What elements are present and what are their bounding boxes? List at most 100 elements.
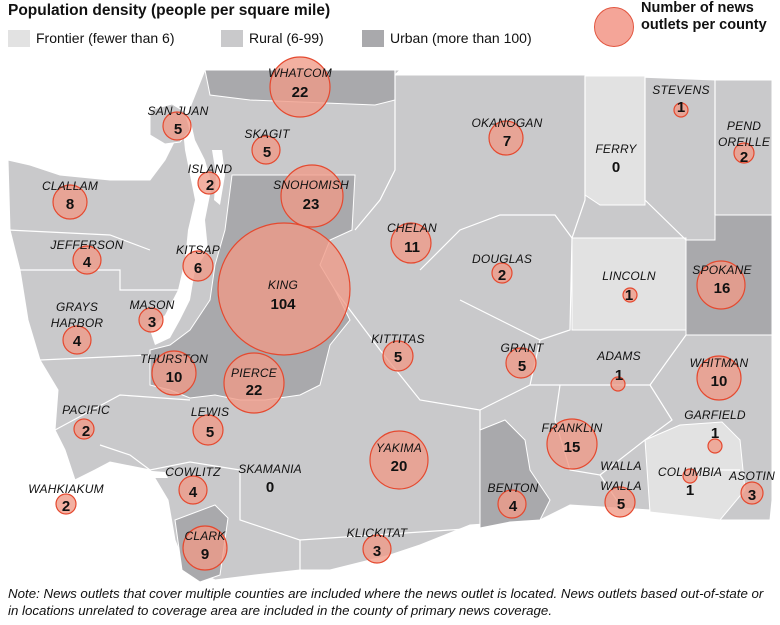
county-count-mason: 3 <box>148 314 156 331</box>
bubble-whitman <box>696 355 742 401</box>
county-cowlitz: COWLITZ 4 <box>165 465 221 501</box>
county-okanogan: OKANOGAN 7 <box>472 116 543 150</box>
county-boundaries <box>7 70 740 570</box>
bubble-legend-title: Number of news outlets per county <box>641 0 767 33</box>
urban-swatch <box>362 29 384 47</box>
county-san-juan: SAN JUAN 5 <box>148 104 209 138</box>
county-count-jefferson: 4 <box>83 254 92 271</box>
county-count-grant: 5 <box>518 358 526 375</box>
footnote: Note: News outlets that cover multiple c… <box>8 586 764 618</box>
bubble-kittitas <box>382 340 414 372</box>
county-skagit: SKAGIT 5 <box>244 127 291 161</box>
county-name-douglas: DOUGLAS <box>472 252 532 266</box>
county-whatcom: WHATCOM 22 <box>268 66 332 101</box>
county-count-whatcom: 22 <box>292 84 309 101</box>
county-klickitat: KLICKITAT 3 <box>347 526 409 560</box>
county-clallam: CLALLAM 8 <box>42 179 98 213</box>
county-name-lincoln: LINCOLN <box>602 269 656 283</box>
county-name-whatcom: WHATCOM <box>268 66 332 80</box>
county-count-walla-walla: 5 <box>617 496 625 513</box>
county-name-thurston: THURSTON <box>140 352 208 366</box>
bubble-thurston <box>151 350 197 396</box>
county-count-columbia: 1 <box>686 482 694 499</box>
bubble-garfield <box>707 438 723 454</box>
county-kitsap: KITSAP 6 <box>176 243 220 277</box>
county-count-ferry: 0 <box>612 159 620 176</box>
bubble-okanogan <box>488 120 524 156</box>
county-adams: ADAMS 1 <box>596 349 641 384</box>
county-name-adams: ADAMS <box>596 349 641 363</box>
bubble-walla-walla <box>604 486 636 518</box>
rural-swatch <box>221 29 243 47</box>
county-name-island: ISLAND <box>188 162 233 176</box>
county-grays-harbor: GRAYS HARBOR 4 <box>51 300 104 350</box>
bubble-whatcom <box>269 56 331 118</box>
county-count-skagit: 5 <box>263 144 271 161</box>
county-clark: CLARK 9 <box>184 529 226 563</box>
county-name-columbia: COLUMBIA <box>658 465 722 479</box>
county-yakima: YAKIMA 20 <box>376 441 422 475</box>
county-skamania: SKAMANIA 0 <box>238 462 301 496</box>
county-lewis: LEWIS 5 <box>191 405 229 441</box>
outlet-bubbles <box>52 56 764 571</box>
county-count-pierce: 22 <box>246 382 263 399</box>
bubble-stevens <box>673 102 689 118</box>
county-count-kitsap: 6 <box>194 260 202 277</box>
region-frontier-lincoln <box>571 237 687 331</box>
county-grant: GRANT 5 <box>501 341 545 375</box>
county-count-lincoln: 1 <box>625 287 633 304</box>
county-name-walla-walla-2: WALLA <box>600 479 641 493</box>
columbia-river-mouth <box>95 462 168 485</box>
county-name-asotin: ASOTIN <box>728 469 775 483</box>
county-count-wahkiakum: 2 <box>62 498 70 515</box>
bubble-grant <box>505 347 537 379</box>
county-count-stevens: 1 <box>677 99 685 116</box>
county-name-grant: GRANT <box>501 341 545 355</box>
county-whitman: WHITMAN 10 <box>690 356 749 390</box>
bubble-franklin <box>546 418 598 470</box>
county-kittitas: KITTITAS 5 <box>371 332 424 366</box>
bubble-chelan <box>390 222 432 264</box>
county-name-grays-harbor-2: HARBOR <box>51 316 104 330</box>
county-columbia: COLUMBIA 1 <box>658 465 722 499</box>
county-spokane: SPOKANE 16 <box>692 263 752 297</box>
county-count-skamania: 0 <box>266 479 274 496</box>
county-name-cowlitz: COWLITZ <box>165 465 221 479</box>
county-name-pend-oreille-2: OREILLE <box>718 135 771 149</box>
county-count-king: 104 <box>270 296 296 313</box>
county-count-whitman: 10 <box>711 373 728 390</box>
county-count-san-juan: 5 <box>174 121 182 138</box>
county-count-island: 2 <box>206 177 214 194</box>
county-name-clallam: CLALLAM <box>42 179 98 193</box>
county-walla-walla: WALLA WALLA 5 <box>600 459 641 513</box>
county-count-clark: 9 <box>201 546 209 563</box>
county-count-douglas: 2 <box>498 267 506 284</box>
legend-title: Population density (people per square mi… <box>8 2 331 19</box>
county-asotin: ASOTIN 3 <box>728 469 775 504</box>
county-snohomish: SNOHOMISH 23 <box>273 178 349 213</box>
county-count-thurston: 10 <box>166 369 183 386</box>
county-name-yakima: YAKIMA <box>376 441 422 455</box>
bubble-benton <box>497 489 527 519</box>
bubble-grays-harbor <box>62 325 92 355</box>
county-name-mason: MASON <box>129 298 174 312</box>
county-name-garfield: GARFIELD <box>684 408 746 422</box>
county-king: KING 104 <box>268 278 298 313</box>
bubble-pend-oreille <box>733 142 755 164</box>
county-name-lewis: LEWIS <box>191 405 229 419</box>
county-name-pierce: PIERCE <box>231 366 278 380</box>
county-franklin: FRANKLIN 15 <box>542 421 603 456</box>
bubble-asotin <box>740 481 764 505</box>
bubble-lincoln <box>622 287 638 303</box>
county-count-chelan: 11 <box>404 239 420 256</box>
county-jefferson: JEFFERSON 4 <box>49 238 123 271</box>
county-name-chelan: CHELAN <box>387 221 437 235</box>
county-count-yakima: 20 <box>391 458 408 475</box>
legend-label-rural: Rural (6-99) <box>249 30 324 46</box>
county-name-skagit: SKAGIT <box>244 127 291 141</box>
bubble-clark <box>182 525 228 571</box>
